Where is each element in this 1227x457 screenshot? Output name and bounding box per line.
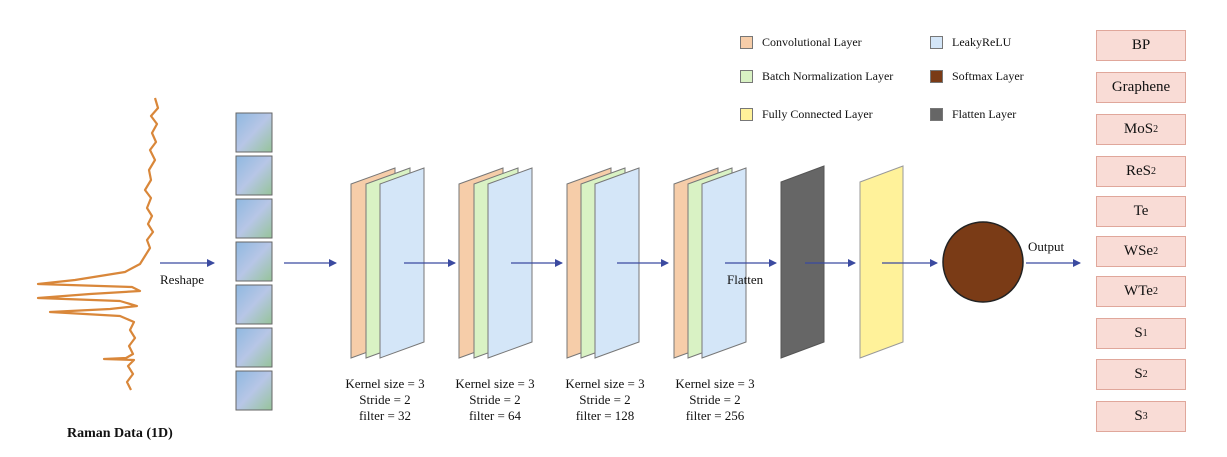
fully-connected-layer bbox=[859, 165, 904, 359]
class-label: WTe bbox=[1124, 283, 1153, 299]
class-label: Te bbox=[1133, 203, 1149, 219]
conv-block-2 bbox=[458, 167, 533, 359]
class-label: ReS bbox=[1125, 163, 1151, 179]
raman-spectrum bbox=[36, 97, 160, 391]
legend-batch-normalization: Batch Normalization Layer bbox=[740, 69, 893, 84]
class-label: MoS bbox=[1123, 121, 1154, 137]
legend-label: LeakyReLU bbox=[952, 35, 1012, 49]
legend-fully-connected: Fully Connected Layer bbox=[740, 107, 873, 122]
legend-label: Flatten Layer bbox=[952, 107, 1017, 121]
kernel-size-text: Kernel size = 3 bbox=[345, 376, 425, 391]
kernel-size-text: Kernel size = 3 bbox=[675, 376, 755, 391]
class-wse2: WSe 2 bbox=[1096, 236, 1186, 267]
conv-block-1 bbox=[350, 167, 425, 359]
output-label: Output bbox=[1028, 239, 1065, 254]
legend-softmax: Softmax Layer bbox=[930, 69, 1024, 84]
legend-swatch bbox=[740, 108, 753, 121]
class-label: S bbox=[1134, 366, 1143, 382]
legend-swatch bbox=[740, 36, 753, 49]
legend-flatten: Flatten Layer bbox=[930, 107, 1016, 122]
stride-text: Stride = 2 bbox=[469, 392, 521, 407]
stride-text: Stride = 2 bbox=[359, 392, 411, 407]
class-label: S bbox=[1134, 408, 1143, 424]
filter-text: filter = 128 bbox=[575, 408, 635, 423]
filter-text: filter = 256 bbox=[685, 408, 745, 423]
flatten-layer bbox=[780, 165, 825, 359]
class-mos2: MoS 2 bbox=[1096, 114, 1186, 145]
legend-label: Softmax Layer bbox=[952, 69, 1024, 83]
reshaped-column bbox=[235, 112, 273, 411]
conv-block-4 bbox=[673, 167, 747, 359]
class-bp: BP bbox=[1096, 30, 1186, 61]
legend-convolutional: Convolutional Layer bbox=[740, 35, 862, 50]
filter-text: filter = 64 bbox=[468, 408, 522, 423]
legend-swatch bbox=[930, 36, 943, 49]
stride-text: Stride = 2 bbox=[579, 392, 631, 407]
class-label: BP bbox=[1131, 37, 1151, 53]
legend-label: Fully Connected Layer bbox=[762, 107, 873, 121]
conv-block-3 bbox=[566, 167, 640, 359]
kernel-size-text: Kernel size = 3 bbox=[455, 376, 535, 391]
legend-label: Batch Normalization Layer bbox=[762, 69, 894, 83]
kernel-size-text: Kernel size = 3 bbox=[565, 376, 645, 391]
conv-params-3: Kernel size = 3 Stride = 2 filter = 128 bbox=[550, 376, 660, 424]
legend-swatch bbox=[930, 108, 943, 121]
legend-swatch bbox=[740, 70, 753, 83]
class-te: Te bbox=[1096, 196, 1186, 227]
stride-text: Stride = 2 bbox=[689, 392, 741, 407]
conv-params-2: Kernel size = 3 Stride = 2 filter = 64 bbox=[440, 376, 550, 424]
softmax-node bbox=[942, 221, 1024, 303]
filter-text: filter = 32 bbox=[358, 408, 412, 423]
class-label: Graphene bbox=[1111, 79, 1171, 95]
class-graphene: Graphene bbox=[1096, 72, 1186, 103]
class-label: S bbox=[1134, 325, 1143, 341]
legend-label: Convolutional Layer bbox=[762, 35, 862, 49]
class-res2: ReS 2 bbox=[1096, 156, 1186, 187]
conv-params-4: Kernel size = 3 Stride = 2 filter = 256 bbox=[660, 376, 770, 424]
reshape-label: Reshape bbox=[160, 272, 205, 287]
class-label: WSe bbox=[1123, 243, 1154, 259]
input-title: Raman Data (1D) bbox=[67, 426, 173, 441]
conv-params-1: Kernel size = 3 Stride = 2 filter = 32 bbox=[330, 376, 440, 424]
class-wte2: WTe 2 bbox=[1096, 276, 1186, 307]
flatten-label: Flatten bbox=[727, 272, 764, 287]
legend-leakyrelu: LeakyReLU bbox=[930, 35, 1011, 50]
legend-swatch bbox=[930, 70, 943, 83]
